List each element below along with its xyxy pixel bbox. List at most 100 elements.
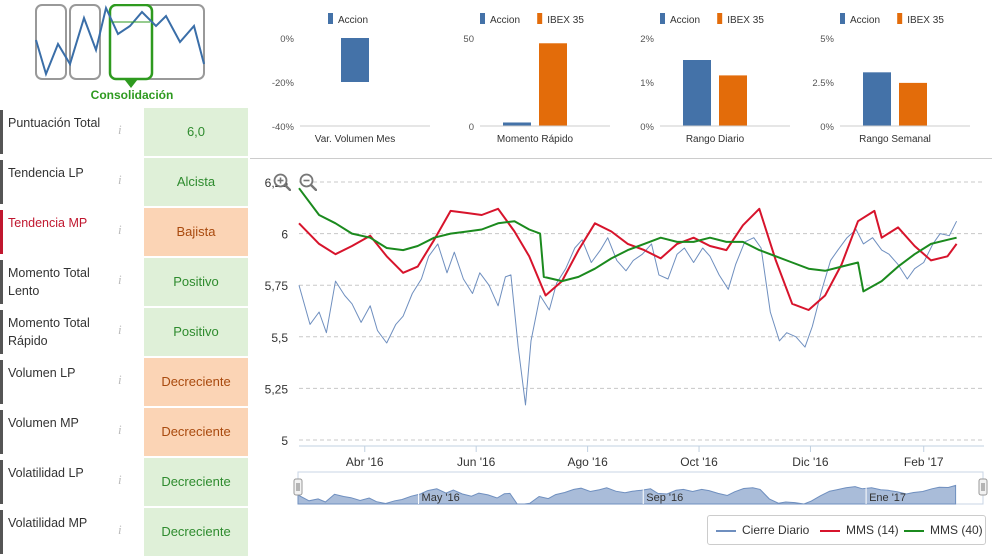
pattern-label: Consolidación: [90, 88, 174, 102]
info-icon[interactable]: i: [118, 422, 122, 437]
legend-label: MMS (40): [930, 523, 983, 537]
navigator-handle-left[interactable]: [293, 478, 303, 496]
indicator-row-tendencia-lp: Tendencia LP i Alcista: [0, 158, 248, 208]
section-divider: [250, 158, 992, 159]
y-tick-label: -20%: [272, 78, 295, 89]
row-marker: [0, 410, 3, 454]
navigator-label: Ene '17: [869, 492, 906, 504]
legend-swatch: [480, 13, 485, 24]
legend-label: MMS (14): [846, 523, 899, 537]
y-tick-label: 2%: [640, 34, 654, 45]
y-tick-label: 1%: [640, 78, 654, 89]
legend-swatch: [820, 529, 840, 532]
indicator-row-volatilidad-lp: Volatilidad LP i Decreciente: [0, 458, 248, 508]
chart-legend: Cierre Diario MMS (14) MMS (40): [707, 515, 986, 545]
info-icon[interactable]: i: [118, 522, 122, 537]
y-tick-label: 2.5%: [812, 78, 834, 89]
mini-chart-rango-diario: Accion IBEX 35 2% 1% 0% Rango Diario: [640, 13, 790, 145]
indicator-row-puntuacion-total: Puntuación Total i 6,0: [0, 108, 248, 158]
indicator-value: Positivo: [144, 308, 248, 356]
x-tick-label: Ago '16: [567, 455, 608, 469]
bar-accion: [503, 122, 531, 126]
x-tick-label: Dic '16: [792, 455, 829, 469]
indicator-value: Decreciente: [144, 508, 248, 556]
y-tick-label: 6: [281, 228, 288, 242]
navigator-handle-right[interactable]: [978, 478, 988, 496]
indicator-value: Bajista: [144, 208, 248, 256]
legend-swatch: [897, 13, 903, 24]
navigator-area: [297, 484, 957, 505]
indicator-row-volumen-mp: Volumen MP i Decreciente: [0, 408, 248, 458]
bar-accion: [863, 72, 891, 126]
mini-chart-strip: Accion 0% -20% -40% Var. Volumen Mes Accion I…: [250, 0, 992, 160]
info-icon[interactable]: i: [118, 472, 122, 487]
x-axis-label: Momento Rápido: [497, 134, 574, 145]
series-line-mms-14: [298, 207, 958, 311]
row-marker: [0, 310, 3, 354]
indicator-value: Decreciente: [144, 358, 248, 406]
indicator-label: Puntuación Total: [8, 116, 101, 130]
bar-ibex-35: [899, 82, 927, 126]
navigator-label: May '16: [422, 492, 460, 504]
bar-ibex-35: [719, 75, 747, 126]
info-icon[interactable]: i: [118, 122, 122, 137]
legend-swatch: [717, 13, 723, 24]
info-icon[interactable]: i: [118, 172, 122, 187]
y-tick-label: 5: [281, 434, 288, 448]
indicator-row-tendencia-mp: Tendencia MP i Bajista: [0, 208, 248, 258]
y-tick-label: 5,25: [265, 382, 289, 396]
indicator-row-volatilidad-mp: Volatilidad MP i Decreciente: [0, 508, 248, 558]
legend-item-mms-40[interactable]: MMS (40): [904, 516, 983, 544]
mini-chart-momento: Accion IBEX 35 50 0 Momento Rápido: [463, 13, 610, 145]
navigator-label: Sep '16: [646, 492, 683, 504]
info-icon[interactable]: i: [118, 272, 122, 287]
info-icon[interactable]: i: [118, 372, 122, 387]
info-icon[interactable]: i: [118, 222, 122, 237]
x-tick-label: Oct '16: [680, 455, 718, 469]
row-marker: [0, 110, 3, 154]
mini-chart-volumen: Accion 0% -20% -40% Var. Volumen Mes: [272, 13, 430, 145]
legend-swatch: [904, 529, 924, 532]
indicator-list: Puntuación Total i 6,0 Tendencia LP i Al…: [0, 108, 248, 558]
indicator-value: 6,0: [144, 108, 248, 156]
handle-grip: [293, 478, 303, 496]
legend-swatch: [328, 13, 333, 24]
consolidation-pattern-icon: [35, 4, 205, 88]
indicator-label: Tendencia LP: [8, 166, 84, 180]
navigator: May '16 Sep '16 Ene '17: [293, 471, 988, 505]
indicator-label: Volatilidad MP: [8, 516, 88, 530]
y-tick-label: 50: [463, 34, 474, 45]
indicator-value: Decreciente: [144, 408, 248, 456]
row-marker: [0, 260, 3, 304]
legend-label: Accion: [670, 15, 700, 26]
indicator-label: Momento Total Rápido: [8, 316, 90, 348]
y-tick-label: 0: [469, 122, 474, 133]
y-tick-label: 5,75: [265, 279, 289, 293]
bar-ibex-35: [539, 43, 567, 126]
legend-label: IBEX 35: [907, 15, 944, 26]
x-tick-label: Jun '16: [457, 455, 496, 469]
legend-swatch: [537, 13, 543, 24]
zoom-in-icon[interactable]: [273, 173, 291, 191]
row-marker: [0, 460, 3, 504]
series-line-mms-40: [298, 187, 957, 293]
info-icon[interactable]: i: [118, 322, 122, 337]
legend-item-mms-14[interactable]: MMS (14): [820, 516, 899, 544]
zoom-out-icon[interactable]: [299, 173, 317, 191]
indicator-label: Volumen MP: [8, 416, 79, 430]
legend-item-cierre-diario[interactable]: Cierre Diario: [716, 516, 809, 544]
x-tick-label: Abr '16: [346, 455, 384, 469]
legend-label: Accion: [850, 15, 880, 26]
indicator-value: Alcista: [144, 158, 248, 206]
indicator-row-momento-total-lento: Momento Total Lento i Positivo: [0, 258, 248, 308]
x-axis-label: Rango Diario: [686, 134, 745, 145]
indicator-label: Volatilidad LP: [8, 466, 84, 480]
row-marker: [0, 210, 3, 254]
y-tick-label: 5,5: [271, 331, 288, 345]
y-tick-label: 0%: [820, 122, 834, 133]
indicator-value: Positivo: [144, 258, 248, 306]
indicator-label: Tendencia MP: [8, 216, 88, 230]
legend-label: IBEX 35: [727, 15, 764, 26]
legend-label: Accion: [490, 15, 520, 26]
x-axis-label: Var. Volumen Mes: [315, 134, 395, 145]
